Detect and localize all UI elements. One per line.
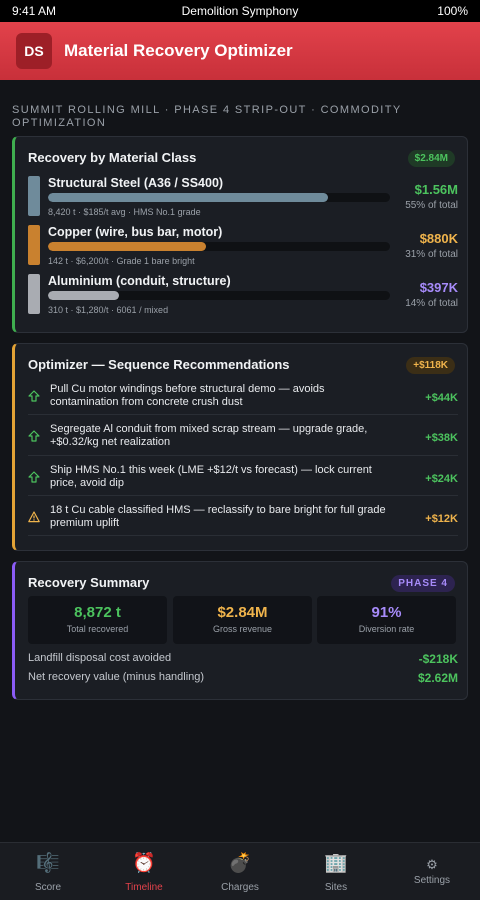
summary-row-landfill: Landfill disposal cost avoided -$218K bbox=[28, 652, 458, 668]
app-logo: DS bbox=[16, 33, 52, 69]
phase-badge: PHASE 4 bbox=[391, 575, 455, 592]
optimizer-card-title: Optimizer — Sequence Recommendations bbox=[28, 357, 290, 372]
material-pct: 55% of total bbox=[405, 200, 458, 211]
material-amount: $397K bbox=[419, 280, 458, 295]
tab-settings[interactable]: ⚙ Settings bbox=[384, 843, 480, 900]
warning-icon bbox=[28, 511, 40, 523]
tab-score[interactable]: 🎼 Score bbox=[0, 843, 96, 900]
bomb-icon: 💣 bbox=[228, 853, 252, 874]
material-meta: 310 t · $1,280/t · 6061 / mixed bbox=[48, 305, 169, 315]
recommendation-text: 18 t Cu cable classified HMS — reclassif… bbox=[50, 504, 386, 529]
kpi-diversion-rate: 91% Diversion rate bbox=[317, 596, 456, 644]
recovery-card: Recovery by Material Class $2.84M Struct… bbox=[12, 136, 468, 333]
kpi-gross-revenue: $2.84M Gross revenue bbox=[173, 596, 312, 644]
tab-label: Sites bbox=[324, 882, 348, 893]
material-amount: $1.56M bbox=[414, 182, 458, 197]
recommendation-value: +$24K bbox=[425, 473, 458, 485]
tab-timeline[interactable]: ⏰ Timeline bbox=[96, 843, 192, 900]
kpi-value: 91% bbox=[371, 604, 402, 621]
material-name: Copper (wire, bus bar, motor) bbox=[48, 225, 223, 239]
summary-row-label: Landfill disposal cost avoided bbox=[28, 652, 172, 664]
summary-card: Recovery Summary PHASE 4 8,872 t Total r… bbox=[12, 561, 468, 700]
material-pct: 31% of total bbox=[405, 249, 458, 260]
material-row[interactable]: Structural Steel (A36 / SS400) 8,420 t ·… bbox=[28, 176, 458, 220]
material-meta: 8,420 t · $185/t avg · HMS No.1 grade bbox=[48, 207, 201, 217]
recommendation-text: Pull Cu motor windings before structural… bbox=[50, 383, 325, 408]
recommendation-value: +$44K bbox=[425, 392, 458, 404]
material-swatch bbox=[28, 176, 40, 216]
kpi-label: Diversion rate bbox=[358, 624, 415, 634]
project-subtitle: SUMMIT ROLLING MILL · PHASE 4 STRIP-OUT … bbox=[12, 104, 402, 129]
material-name: Structural Steel (A36 / SS400) bbox=[48, 176, 224, 190]
tab-label: Settings bbox=[413, 875, 451, 886]
bottom-tab-bar: 🎼 Score ⏰ Timeline 💣 Charges 🏢 Sites ⚙ S… bbox=[0, 842, 480, 900]
tab-charges[interactable]: 💣 Charges bbox=[192, 843, 288, 900]
material-share-fill bbox=[48, 242, 206, 251]
recommendation-item[interactable]: Pull Cu motor windings before structural… bbox=[28, 383, 458, 415]
recommendation-text: Ship HMS No.1 this week (LME +$12/t vs f… bbox=[50, 464, 372, 489]
app-title: Material Recovery Optimizer bbox=[64, 41, 293, 60]
material-amount: $880K bbox=[419, 231, 458, 246]
recommendation-item[interactable]: Ship HMS No.1 this week (LME +$12/t vs f… bbox=[28, 464, 458, 496]
material-share-fill bbox=[48, 291, 120, 300]
material-share-bar bbox=[48, 291, 390, 300]
optimizer-card: Optimizer — Sequence Recommendations +$1… bbox=[12, 343, 468, 551]
tab-label: Score bbox=[34, 882, 62, 893]
arrow-up-icon bbox=[28, 471, 40, 483]
summary-row-value: $2.62M bbox=[417, 671, 458, 685]
kpi-value: 8,872 t bbox=[74, 604, 121, 621]
recommendation-value: +$38K bbox=[425, 432, 458, 444]
arrow-up-icon bbox=[28, 390, 40, 402]
material-pct: 14% of total bbox=[405, 298, 458, 309]
status-battery: 100% bbox=[437, 4, 468, 18]
status-time: 9:41 AM bbox=[12, 4, 57, 18]
material-share-bar bbox=[48, 193, 390, 202]
material-share-bar bbox=[48, 242, 390, 251]
summary-card-title: Recovery Summary bbox=[28, 575, 150, 590]
tab-sites[interactable]: 🏢 Sites bbox=[288, 843, 384, 900]
kpi-label: Total recovered bbox=[66, 624, 129, 634]
recommendation-item[interactable]: Segregate Al conduit from mixed scrap st… bbox=[28, 423, 458, 456]
gear-icon: ⚙ bbox=[426, 857, 438, 872]
material-row[interactable]: Copper (wire, bus bar, motor) 142 t · $6… bbox=[28, 225, 458, 269]
kpi-label: Gross revenue bbox=[212, 624, 273, 634]
optimizer-total-badge: +$118K bbox=[406, 357, 455, 374]
recovery-card-title: Recovery by Material Class bbox=[28, 150, 197, 165]
summary-row-net-value: Net recovery value (minus handling) $2.6… bbox=[28, 671, 458, 687]
summary-row-label: Net recovery value (minus handling) bbox=[28, 671, 205, 683]
arrow-up-icon bbox=[28, 430, 40, 442]
recommendation-text: Segregate Al conduit from mixed scrap st… bbox=[50, 423, 368, 448]
material-name: Aluminium (conduit, structure) bbox=[48, 274, 231, 288]
tab-label: Charges bbox=[221, 882, 259, 893]
recovery-total-badge: $2.84M bbox=[407, 150, 455, 167]
status-carrier: Demolition Symphony bbox=[181, 4, 299, 18]
score-icon: 🎼 bbox=[36, 853, 60, 874]
recommendation-item[interactable]: 18 t Cu cable classified HMS — reclassif… bbox=[28, 504, 458, 536]
material-meta: 142 t · $6,200/t · Grade 1 bare bright bbox=[48, 256, 195, 266]
alarm-clock-icon: ⏰ bbox=[132, 853, 156, 874]
recommendation-value: +$12K bbox=[425, 513, 458, 525]
material-swatch bbox=[28, 274, 40, 314]
material-share-fill bbox=[48, 193, 329, 202]
material-swatch bbox=[28, 225, 40, 265]
building-icon: 🏢 bbox=[324, 853, 348, 874]
status-bar: 9:41 AM Demolition Symphony 100% bbox=[0, 0, 480, 22]
summary-row-value: -$218K bbox=[418, 652, 458, 666]
app-header: DS Material Recovery Optimizer bbox=[0, 22, 480, 80]
tab-label: Timeline bbox=[125, 882, 163, 893]
material-row[interactable]: Aluminium (conduit, structure) 310 t · $… bbox=[28, 274, 458, 318]
kpi-value: $2.84M bbox=[217, 604, 268, 621]
kpi-total-recovered: 8,872 t Total recovered bbox=[28, 596, 167, 644]
